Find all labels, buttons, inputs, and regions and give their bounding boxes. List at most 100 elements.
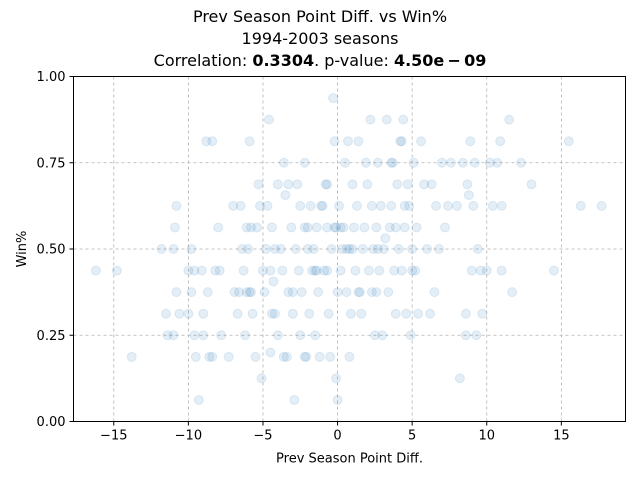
data-point <box>596 200 607 211</box>
data-point <box>353 287 364 298</box>
data-point <box>442 200 453 211</box>
data-point <box>316 200 327 211</box>
x-axis-label: Prev Season Point Diff. <box>276 452 423 467</box>
pvalue-value: 4.50e − 09 <box>393 51 487 70</box>
data-point <box>307 265 318 276</box>
data-point <box>326 244 337 254</box>
data-point <box>295 200 306 211</box>
data-point <box>434 244 445 254</box>
x-tick-label: 15 <box>553 429 570 444</box>
data-point <box>516 157 527 168</box>
data-point <box>310 265 321 276</box>
data-point <box>344 351 355 362</box>
data-point <box>265 265 276 276</box>
data-point <box>198 308 209 319</box>
data-point <box>190 351 201 362</box>
data-point <box>457 157 468 168</box>
data-point <box>287 287 298 298</box>
data-point <box>484 157 495 168</box>
data-point <box>451 200 462 211</box>
data-point <box>332 394 343 405</box>
data-point <box>399 222 410 233</box>
data-point <box>229 287 240 298</box>
y-tick-label: 0.50 <box>37 243 66 258</box>
data-point <box>454 373 465 384</box>
y-tick-label: 0.00 <box>37 415 66 430</box>
data-point <box>575 200 586 211</box>
y-tick-label: 0.75 <box>37 156 66 171</box>
data-point <box>341 244 352 254</box>
data-point <box>436 157 447 168</box>
data-point <box>404 200 415 211</box>
data-point <box>477 308 488 319</box>
data-point <box>322 222 333 233</box>
data-point <box>368 244 379 254</box>
data-point <box>359 222 370 233</box>
data-point <box>487 200 498 211</box>
data-point <box>322 265 333 276</box>
data-point <box>369 330 380 341</box>
data-point <box>111 265 122 276</box>
data-point <box>332 287 343 298</box>
data-point <box>335 222 346 233</box>
data-point <box>193 394 204 405</box>
data-point <box>302 244 313 254</box>
data-point <box>347 179 358 190</box>
data-point <box>183 308 194 319</box>
data-point <box>371 287 382 298</box>
data-point <box>228 200 239 211</box>
data-point <box>366 287 377 298</box>
data-point <box>422 244 433 254</box>
data-point <box>372 157 383 168</box>
data-point <box>320 179 331 190</box>
data-point <box>357 244 368 254</box>
data-point <box>411 222 422 233</box>
data-point <box>338 222 349 233</box>
data-point <box>266 222 277 233</box>
data-point <box>272 179 283 190</box>
data-point <box>287 308 298 319</box>
data-point <box>262 200 273 211</box>
data-point <box>214 265 225 276</box>
data-point <box>345 308 356 319</box>
data-point <box>407 265 418 276</box>
data-point <box>429 287 440 298</box>
data-point <box>160 308 171 319</box>
data-point <box>329 136 340 147</box>
data-point <box>413 308 424 319</box>
data-point <box>469 157 480 168</box>
data-point <box>563 136 574 147</box>
data-point <box>462 179 473 190</box>
data-point <box>232 308 243 319</box>
data-point <box>393 244 404 254</box>
data-point <box>396 136 407 147</box>
data-point <box>216 330 227 341</box>
data-point <box>377 330 388 341</box>
data-point <box>426 179 437 190</box>
data-point <box>445 157 456 168</box>
data-point <box>254 200 265 211</box>
data-point <box>244 136 255 147</box>
data-point <box>439 222 450 233</box>
y-tick-label: 1.00 <box>37 70 66 85</box>
data-point <box>384 222 395 233</box>
data-point <box>202 287 213 298</box>
data-point <box>396 265 407 276</box>
x-tick-label: −5 <box>253 429 272 444</box>
data-point <box>460 330 471 341</box>
data-point <box>265 347 276 358</box>
data-point <box>381 114 392 125</box>
data-point <box>168 330 179 341</box>
data-point <box>380 233 391 244</box>
y-tick-label: 0.25 <box>37 329 66 344</box>
data-point <box>275 244 286 254</box>
data-point <box>283 179 294 190</box>
data-point <box>189 265 200 276</box>
data-point <box>360 157 371 168</box>
data-point <box>259 287 270 298</box>
data-point <box>362 179 373 190</box>
data-point <box>237 244 248 254</box>
data-point <box>234 287 245 298</box>
data-point <box>246 287 257 298</box>
